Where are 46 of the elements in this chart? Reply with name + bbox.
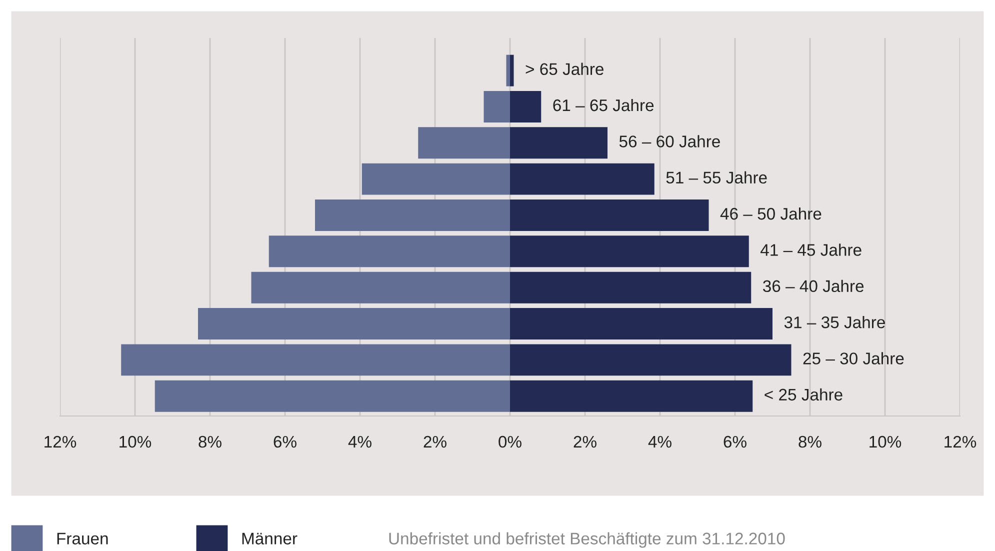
x-tick-label: 8%	[798, 436, 822, 448]
bar	[510, 200, 709, 231]
x-tick-label: 10%	[870, 436, 902, 448]
bar	[268, 236, 510, 268]
x-tick-label: 12%	[44, 436, 76, 448]
y-tick-label: 51 – 55 Jahre	[666, 171, 767, 184]
bar	[510, 54, 514, 86]
text: Unbefristet und befristet Beschäftigte zum 31.12.2010	[389, 532, 785, 548]
x-tick-label: 2%	[424, 436, 446, 448]
y-tick-label: > 65 Jahre	[526, 62, 604, 76]
bar	[510, 163, 654, 195]
bar	[510, 236, 749, 268]
y-tick-label: 56 – 60 Jahre	[619, 135, 720, 148]
bar	[510, 90, 542, 122]
x-tick-label: 4%	[348, 436, 372, 448]
y-tick-label: 41 – 45 Jahre	[760, 244, 862, 256]
legend-label: Frauen	[57, 532, 108, 544]
bar	[510, 127, 608, 159]
legend-label: Männer	[242, 532, 298, 544]
bar	[506, 54, 510, 86]
bar	[510, 380, 753, 412]
x-tick-label: 4%	[648, 436, 672, 448]
bar	[315, 200, 510, 231]
y-tick-label: 36 – 40 Jahre	[763, 280, 864, 292]
bar	[154, 380, 510, 412]
bar	[121, 344, 510, 376]
x-tick-label: 0%	[498, 436, 522, 448]
bar	[251, 272, 510, 304]
y-tick-label: 31 – 35 Jahre	[784, 316, 885, 328]
x-tick-label: 6%	[274, 436, 296, 448]
x-tick-label: 2%	[574, 436, 596, 448]
bar	[510, 344, 792, 376]
y-tick-label: 25 – 30 Jahre	[803, 352, 904, 364]
bar	[484, 90, 510, 122]
bar	[198, 308, 510, 340]
bar	[510, 272, 752, 304]
bar	[418, 127, 510, 159]
bar	[510, 308, 772, 340]
x-tick-label: 8%	[198, 436, 222, 448]
x-tick-label: 10%	[120, 436, 152, 448]
bar	[362, 163, 510, 195]
y-tick-label: < 25 Jahre	[764, 388, 842, 401]
y-tick-label: 46 – 50 Jahre	[720, 207, 822, 220]
x-tick-label: 6%	[724, 436, 746, 448]
x-tick-label: 12%	[944, 436, 976, 448]
y-tick-label: 61 – 65 Jahre	[553, 98, 654, 112]
